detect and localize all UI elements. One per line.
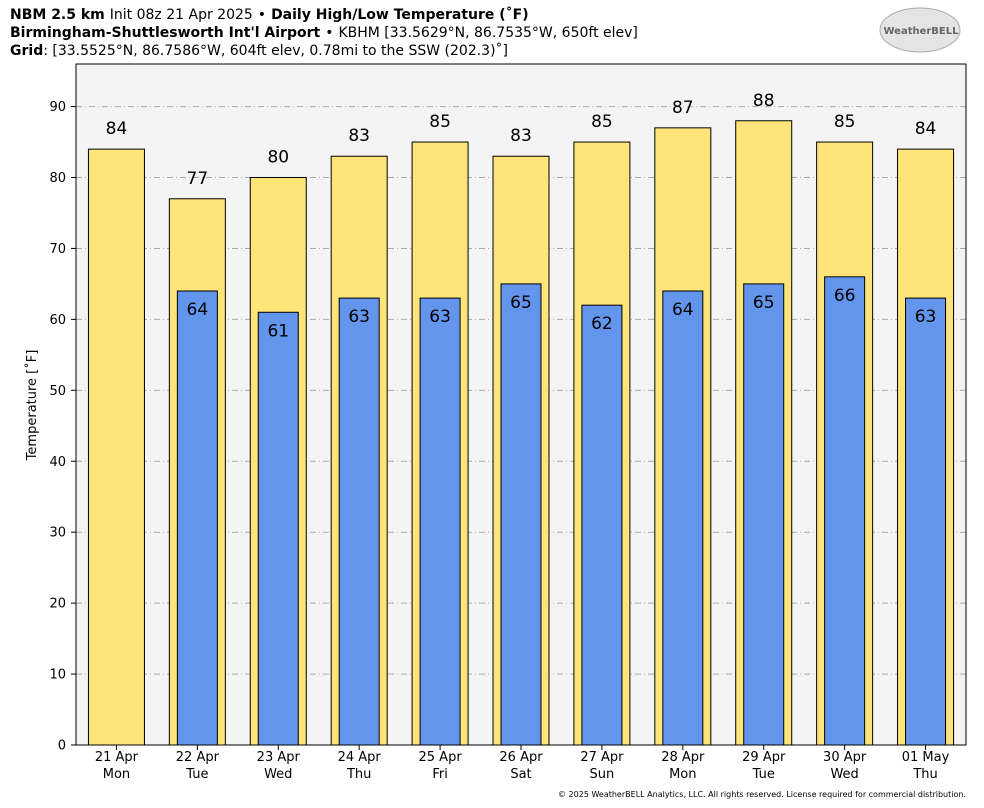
value-label: 65 bbox=[510, 293, 532, 313]
y-tick-label: 0 bbox=[58, 739, 66, 754]
init: Init 08z 21 Apr 2025 bbox=[110, 7, 253, 23]
value-label: 62 bbox=[591, 314, 613, 334]
value-label: 85 bbox=[429, 112, 451, 132]
logo-mark bbox=[879, 7, 961, 53]
x-tick-weekday: Sat bbox=[510, 767, 531, 782]
value-label: 83 bbox=[348, 126, 370, 146]
value-label: 65 bbox=[753, 293, 775, 313]
x-tick-weekday: Thu bbox=[346, 767, 371, 782]
grid-point: Grid: [33.5525°N, 86.7586°W, 604ft elev,… bbox=[10, 42, 508, 59]
x-tick-label: 01 May bbox=[902, 750, 950, 765]
value-label: 83 bbox=[510, 126, 532, 146]
y-tick-label: 70 bbox=[49, 242, 66, 257]
location: Birmingham-Shuttlesworth Int'l Airport • K… bbox=[10, 25, 638, 41]
bar bbox=[176, 290, 218, 746]
x-tick-label: 24 Apr bbox=[338, 750, 382, 765]
separator: • bbox=[258, 7, 266, 23]
x-tick-label: 25 Apr bbox=[419, 750, 463, 765]
value-label: 63 bbox=[915, 307, 937, 327]
value-label: 66 bbox=[834, 286, 856, 306]
x-tick-weekday: Sun bbox=[590, 767, 615, 782]
bar bbox=[257, 311, 299, 746]
value-label: 63 bbox=[429, 307, 451, 327]
bar bbox=[419, 297, 461, 746]
grid-label: Grid bbox=[10, 43, 43, 59]
x-tick-weekday: Tue bbox=[752, 767, 775, 782]
value-label: 77 bbox=[187, 169, 209, 189]
value-label: 64 bbox=[187, 300, 209, 320]
separator: • bbox=[325, 25, 333, 41]
y-tick-label: 80 bbox=[49, 171, 66, 186]
bar bbox=[824, 276, 866, 746]
y-tick-label: 10 bbox=[49, 668, 66, 683]
value-label: 80 bbox=[267, 148, 289, 168]
x-tick-label: 21 Apr bbox=[95, 750, 139, 765]
x-tick-weekday: Mon bbox=[103, 767, 130, 782]
value-label: 84 bbox=[106, 119, 128, 139]
value-label: 88 bbox=[753, 91, 775, 111]
location-name: Birmingham-Shuttlesworth Int'l Airport bbox=[10, 25, 320, 41]
value-label: 84 bbox=[915, 119, 937, 139]
value-label: 85 bbox=[834, 112, 856, 132]
x-tick-weekday: Wed bbox=[264, 767, 292, 782]
bar bbox=[87, 148, 145, 746]
x-tick-label: 27 Apr bbox=[580, 750, 624, 765]
y-tick-label: 60 bbox=[49, 313, 66, 328]
product: Daily High/Low Temperature (˚F) bbox=[271, 6, 529, 23]
footer: © 2025 WeatherBELL Analytics, LLC. All r… bbox=[558, 790, 966, 799]
x-tick-weekday: Tue bbox=[185, 767, 208, 782]
value-label: 64 bbox=[672, 300, 694, 320]
y-tick-label: 50 bbox=[49, 384, 66, 399]
bar bbox=[500, 283, 542, 746]
bar bbox=[662, 290, 704, 746]
value-label: 61 bbox=[267, 321, 289, 341]
y-tick-label: 30 bbox=[49, 526, 66, 541]
x-tick-weekday: Wed bbox=[830, 767, 858, 782]
value-label: 85 bbox=[591, 112, 613, 132]
logo: WeatherBELL bbox=[883, 26, 959, 37]
x-tick-label: 28 Apr bbox=[661, 750, 705, 765]
bar bbox=[743, 283, 785, 746]
y-tick-label: 40 bbox=[49, 455, 66, 470]
x-tick-label: 29 Apr bbox=[742, 750, 786, 765]
station: KBHM [33.5629°N, 86.7535°W, 650ft elev] bbox=[338, 25, 637, 41]
title: NBM 2.5 km Init 08z 21 Apr 2025 • Daily Hig… bbox=[10, 6, 529, 23]
x-tick-label: 30 Apr bbox=[823, 750, 867, 765]
grid-text: : [33.5525°N, 86.7586°W, 604ft elev, 0.7… bbox=[43, 42, 508, 59]
x-tick-weekday: Mon bbox=[669, 767, 696, 782]
x-tick-label: 23 Apr bbox=[257, 750, 301, 765]
y-axis-label: Temperature [˚F] bbox=[24, 350, 40, 462]
value-label: 63 bbox=[348, 307, 370, 327]
x-tick-weekday: Fri bbox=[432, 767, 448, 782]
bar bbox=[581, 304, 623, 746]
x-tick-label: 26 Apr bbox=[499, 750, 543, 765]
bar bbox=[905, 297, 947, 746]
model: NBM 2.5 km bbox=[10, 7, 105, 23]
value-label: 87 bbox=[672, 98, 694, 118]
y-tick-label: 20 bbox=[49, 597, 66, 612]
y-tick-label: 90 bbox=[49, 100, 66, 115]
plot-frame bbox=[75, 63, 967, 746]
x-tick-label: 22 Apr bbox=[176, 750, 220, 765]
bar bbox=[338, 297, 380, 746]
x-tick-weekday: Thu bbox=[912, 767, 937, 782]
